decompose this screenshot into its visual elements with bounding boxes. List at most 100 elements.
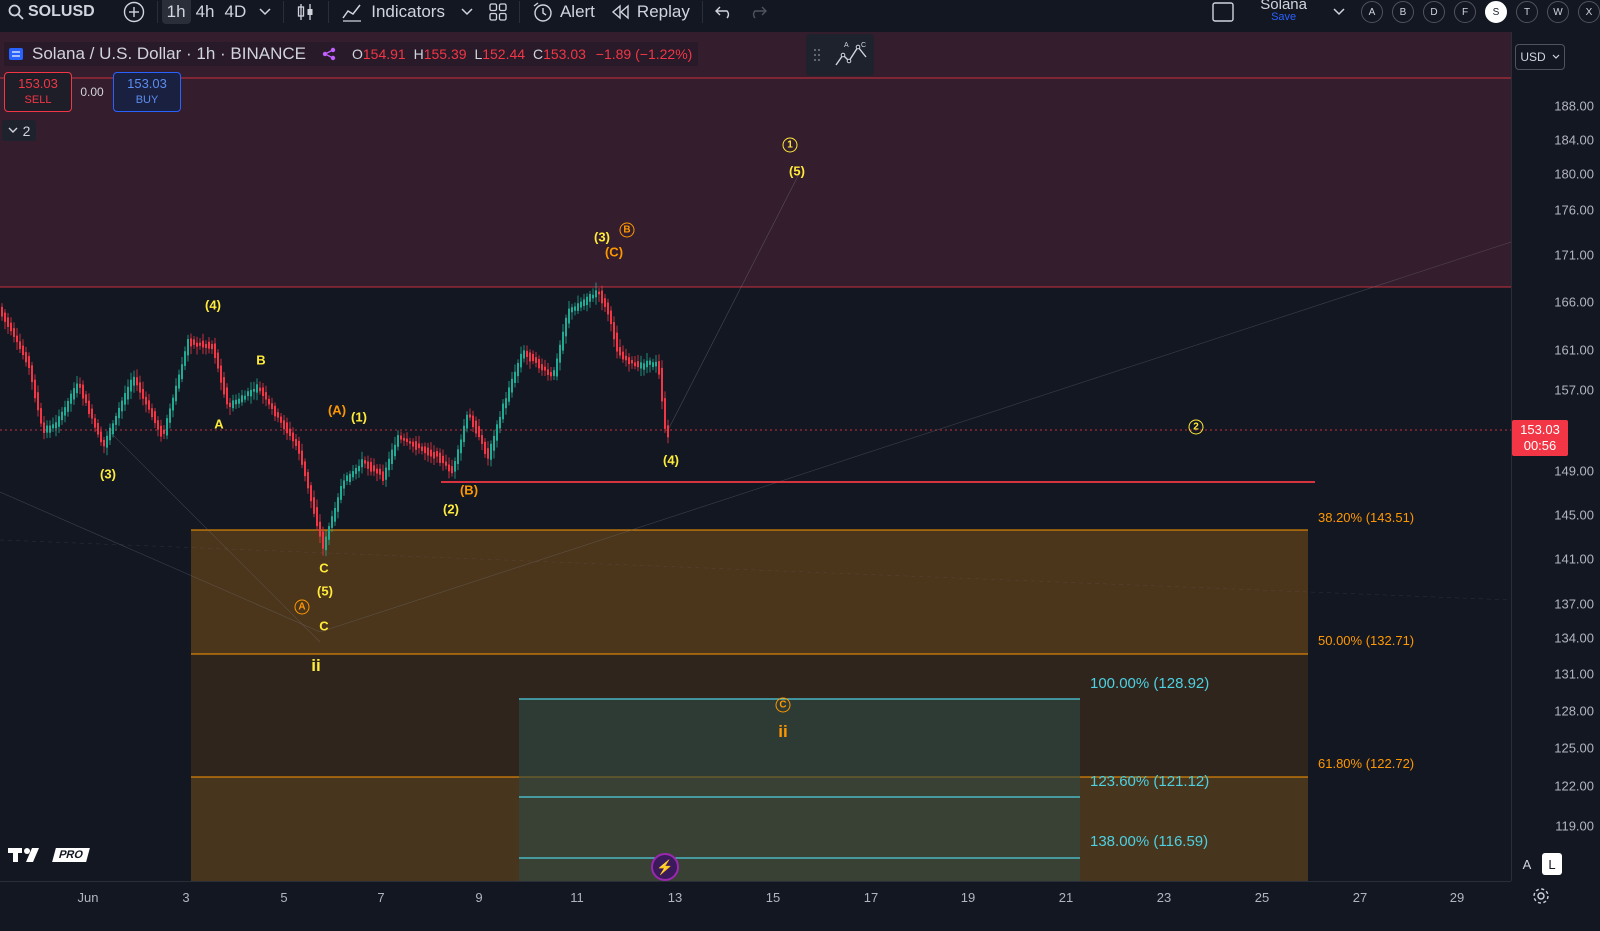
wave-label-4[interactable]: (4) — [205, 297, 221, 313]
candle-body — [538, 359, 540, 369]
letter-b-button[interactable]: B — [1392, 1, 1414, 23]
drag-handle-icon[interactable] — [813, 48, 821, 62]
wave-circle-b[interactable]: B — [619, 222, 635, 238]
templates-button[interactable] — [481, 0, 515, 24]
interval-4d[interactable]: 4D — [224, 2, 247, 21]
trendline-faint-3[interactable] — [109, 431, 321, 643]
letter-a-button[interactable]: A — [1361, 1, 1383, 23]
letter-s-button[interactable]: S — [1485, 1, 1507, 23]
fib-zone-38-50[interactable] — [191, 530, 1308, 654]
sell-button[interactable]: 153.03 SELL — [4, 72, 72, 112]
wave-circle-1[interactable]: 1 — [782, 137, 798, 153]
letter-d-button[interactable]: D — [1423, 1, 1445, 23]
candle-body — [211, 343, 213, 350]
candle-body — [493, 435, 495, 451]
chart-pane[interactable] — [0, 32, 1511, 881]
candle-body — [142, 388, 144, 399]
alarm-clock-icon — [533, 2, 552, 22]
time-tick: 25 — [1254, 890, 1270, 905]
chart-type-button[interactable] — [288, 0, 324, 24]
candle-body — [478, 426, 480, 438]
candle-body — [124, 393, 126, 405]
letter-t-button[interactable]: T — [1516, 1, 1538, 23]
letter-f-button[interactable]: F — [1454, 1, 1476, 23]
wave-label-5[interactable]: (5) — [317, 583, 333, 599]
buy-button[interactable]: 153.03 BUY — [113, 72, 181, 112]
candle-body — [448, 464, 450, 472]
wave-circle-c[interactable]: C — [775, 697, 791, 713]
resistance-zone[interactable] — [0, 32, 1511, 287]
interval-1h[interactable]: 1h — [161, 0, 191, 24]
wave-label-5-top[interactable]: (5) — [789, 163, 805, 179]
compare-symbol-button[interactable] — [103, 0, 153, 24]
price-tick: 122.00 — [1554, 778, 1594, 794]
candle-body — [595, 290, 597, 298]
wave-label-c-orange[interactable]: (C) — [604, 244, 624, 260]
wave-label-c[interactable]: C — [319, 560, 329, 576]
fib-extension-zone[interactable] — [519, 699, 1080, 881]
wave-label-ii-target[interactable]: ii — [778, 722, 788, 741]
candle-body — [406, 438, 408, 442]
trendline-faint-2[interactable] — [319, 241, 1511, 633]
tv-logo-icon — [8, 848, 39, 862]
currency-selector[interactable]: USD — [1515, 44, 1565, 70]
price-tick: 180.00 — [1554, 166, 1594, 182]
undo-button[interactable] — [707, 0, 741, 24]
interval-dropdown[interactable] — [251, 0, 279, 24]
grid-icon — [489, 3, 507, 21]
wave-label-b-orange[interactable]: (B) — [459, 482, 479, 498]
wave-label-a-orange[interactable]: (A) — [327, 402, 347, 418]
watchlist-letters: A B D F S T W X — [1353, 0, 1600, 24]
price-tick: 161.00 — [1554, 342, 1594, 358]
candle-body — [232, 400, 234, 409]
fib-label-50: 50.00% (132.71) — [1318, 633, 1415, 648]
wave-label-b[interactable]: B — [256, 352, 266, 368]
wave-label-1[interactable]: (1) — [351, 409, 367, 425]
time-axis[interactable]: Jun 3 5 7 9 11 13 15 17 19 21 23 25 27 29 — [0, 881, 1511, 911]
collapse-indicators-button[interactable]: 2 — [2, 120, 36, 141]
top-toolbar: SOLUSD 1h 4h 4D Indicators Alert Replay — [0, 0, 1600, 24]
lightning-icon[interactable]: ⚡ — [651, 853, 679, 881]
candle-body — [652, 362, 654, 368]
candle-body — [178, 374, 180, 389]
indicators-button[interactable]: Indicators — [333, 0, 453, 24]
candles[interactable] — [1, 282, 669, 557]
wave-circle-2[interactable]: 2 — [1188, 419, 1204, 435]
settings-gear-icon[interactable] — [1532, 887, 1550, 905]
alert-button[interactable]: Alert — [524, 0, 603, 24]
candle-body — [241, 395, 243, 403]
candle-body — [280, 416, 282, 423]
letter-w-button[interactable]: W — [1547, 1, 1569, 23]
wave-label-4-right[interactable]: (4) — [663, 452, 679, 468]
wave-label-3-peak[interactable]: (3) — [594, 229, 610, 245]
chevron-down-icon — [461, 8, 473, 16]
wave-label-2[interactable]: (2) — [443, 501, 459, 517]
wave-label-a[interactable]: A — [214, 416, 224, 432]
projection-line[interactable] — [666, 171, 801, 433]
symbol-legend[interactable]: Solana / U.S. Dollar · 1h · BINANCE O154… — [4, 42, 699, 66]
chart-canvas[interactable] — [0, 32, 1511, 881]
wave-label-3-left[interactable]: (3) — [100, 466, 116, 482]
layout-save-button[interactable]: Solana Save — [1242, 0, 1325, 23]
candle-body — [529, 352, 531, 362]
layout-name: Solana — [1260, 0, 1307, 13]
letter-x-button[interactable]: X — [1578, 1, 1600, 23]
layout-dropdown[interactable] — [1325, 0, 1353, 24]
replay-button[interactable]: Replay — [603, 0, 698, 24]
redo-button[interactable] — [741, 0, 775, 24]
interval-4h[interactable]: 4h — [195, 2, 215, 21]
legend-title: Solana / U.S. Dollar · 1h · BINANCE — [32, 44, 306, 63]
wave-label-c-lower[interactable]: C — [319, 618, 329, 634]
wave-circle-a[interactable]: A — [294, 599, 310, 615]
symbol-search[interactable]: SOLUSD — [0, 0, 103, 24]
price-scale[interactable]: 188.00 184.00 180.00 176.00 171.00 166.00 161.… — [1511, 32, 1600, 881]
indicators-dropdown[interactable] — [453, 0, 481, 24]
auto-scale-button[interactable]: A — [1522, 856, 1532, 872]
wave-label-ii[interactable]: ii — [311, 656, 321, 675]
chevron-down-icon — [1552, 54, 1560, 59]
trendline-faint-1[interactable] — [0, 491, 321, 633]
log-scale-button[interactable]: L — [1542, 853, 1562, 875]
fullscreen-button[interactable] — [1204, 0, 1242, 24]
